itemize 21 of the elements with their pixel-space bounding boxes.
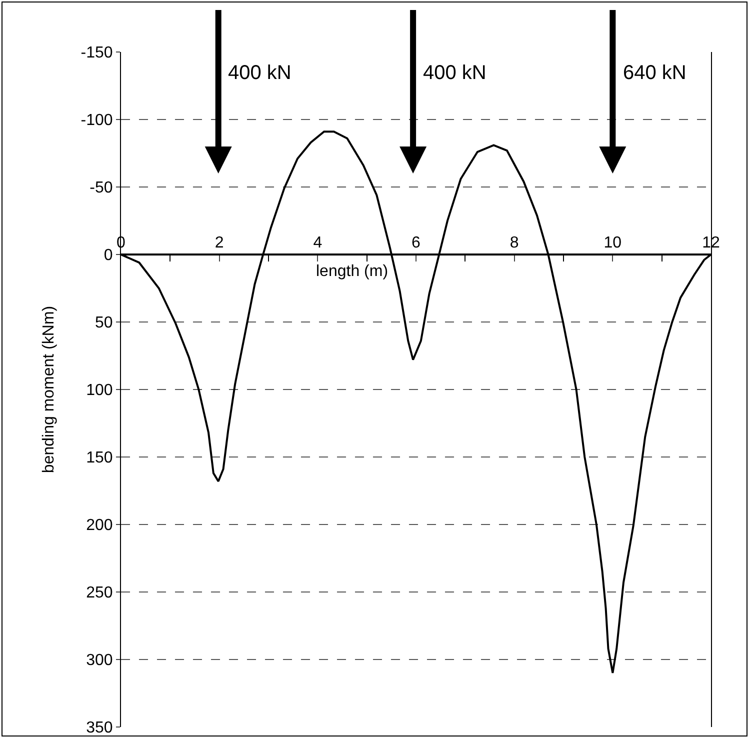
y-tick-label: -150 xyxy=(80,44,113,62)
x-tick-label: 6 xyxy=(412,234,421,252)
y-tick-label: 0 xyxy=(104,247,113,264)
y-tick-label: 200 xyxy=(86,517,113,534)
y-tick-label: 150 xyxy=(86,450,113,467)
y-tick-label: -50 xyxy=(90,180,113,197)
annotation: 400 kN xyxy=(423,62,486,84)
y-tick-label: 250 xyxy=(86,584,113,602)
annotation: 640 kN xyxy=(623,62,686,84)
x-axis-title: length (m) xyxy=(316,263,388,280)
y-tick-label: 350 xyxy=(86,720,113,737)
x-tick-label: 2 xyxy=(214,234,224,252)
y-tick-label: 100 xyxy=(86,382,113,400)
y-tick-label: 300 xyxy=(86,652,113,670)
annotation: 400 kN xyxy=(228,62,292,84)
x-tick-label: 4 xyxy=(313,234,322,252)
y-tick-label: 50 xyxy=(95,314,113,332)
x-tick-label: 8 xyxy=(510,234,519,252)
y-tick-label: -100 xyxy=(80,112,113,130)
y-axis-title: bending moment (kNm) xyxy=(40,306,58,474)
x-tick-label: 10 xyxy=(604,234,622,252)
